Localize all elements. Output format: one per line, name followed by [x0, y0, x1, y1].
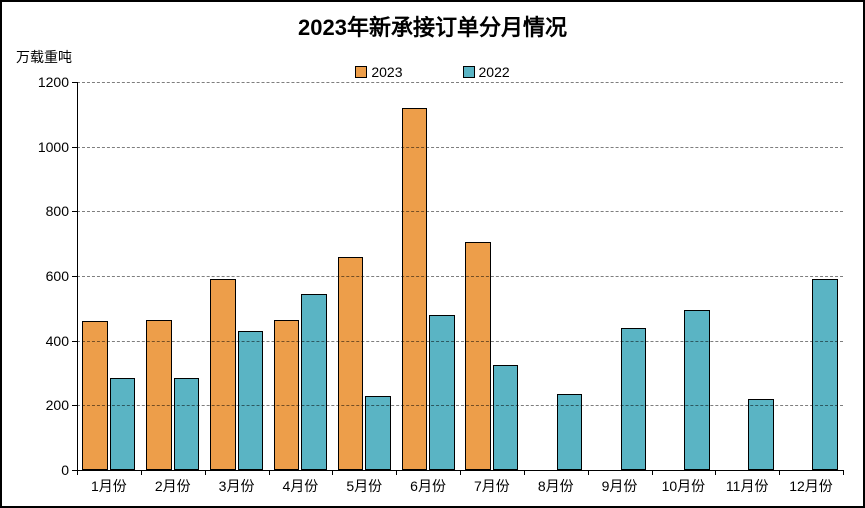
legend: 2023 2022	[2, 64, 863, 81]
bar-2023-2	[146, 320, 172, 470]
y-tick-mark	[72, 341, 77, 342]
x-tick-mark	[652, 470, 653, 475]
chart-container: 2023年新承接订单分月情况 万载重吨 20232022 1月份2月份3月份4月…	[0, 0, 865, 508]
y-tick-mark	[72, 82, 77, 83]
x-label: 3月份	[205, 476, 269, 496]
bar-2022-10	[684, 310, 710, 470]
x-label: 9月份	[588, 476, 652, 496]
gridline	[77, 405, 843, 406]
y-tick-mark	[72, 276, 77, 277]
legend-label: 2023	[371, 64, 402, 80]
chart-title: 2023年新承接订单分月情况	[2, 10, 863, 42]
x-tick-mark	[524, 470, 525, 475]
x-label: 7月份	[460, 476, 524, 496]
bar-2022-3	[238, 331, 264, 470]
y-tick-label: 0	[61, 462, 69, 478]
x-tick-mark	[779, 470, 780, 475]
x-tick-mark	[843, 470, 844, 475]
x-label: 4月份	[268, 476, 332, 496]
gridline	[77, 211, 843, 212]
x-tick-mark	[269, 470, 270, 475]
y-tick-label: 800	[46, 203, 69, 219]
bar-2022-6	[429, 315, 455, 470]
gridline	[77, 147, 843, 148]
bar-2022-5	[365, 396, 391, 470]
x-tick-mark	[460, 470, 461, 475]
gridline	[77, 276, 843, 277]
x-label: 8月份	[524, 476, 588, 496]
bar-2022-9	[621, 328, 647, 470]
x-tick-mark	[588, 470, 589, 475]
bar-2023-1	[82, 321, 108, 470]
legend-item-2023: 2023	[355, 64, 402, 80]
bar-2023-5	[338, 257, 364, 470]
bar-2022-2	[174, 378, 200, 470]
bar-2022-7	[493, 365, 519, 470]
x-tick-mark	[332, 470, 333, 475]
x-label: 1月份	[77, 476, 141, 496]
bar-2023-4	[274, 320, 300, 470]
x-tick-mark	[77, 470, 78, 475]
y-tick-label: 600	[46, 268, 69, 284]
y-tick-mark	[72, 211, 77, 212]
x-label: 12月份	[779, 476, 843, 496]
legend-swatch-icon	[355, 66, 367, 78]
legend-swatch-icon	[463, 66, 475, 78]
x-label: 11月份	[715, 476, 779, 496]
legend-label: 2022	[479, 64, 510, 80]
y-tick-label: 400	[46, 333, 69, 349]
x-tick-mark	[141, 470, 142, 475]
y-tick-mark	[72, 147, 77, 148]
x-label: 10月份	[651, 476, 715, 496]
plot-area: 1月份2月份3月份4月份5月份6月份7月份8月份9月份10月份11月份12月份 …	[77, 82, 843, 471]
bar-2022-12	[812, 279, 838, 470]
y-tick-label: 1000	[38, 139, 69, 155]
x-label: 2月份	[141, 476, 205, 496]
y-tick-label: 200	[46, 397, 69, 413]
x-tick-mark	[715, 470, 716, 475]
x-label: 5月份	[332, 476, 396, 496]
y-tick-mark	[72, 405, 77, 406]
bar-2023-3	[210, 279, 236, 470]
x-tick-mark	[396, 470, 397, 475]
x-tick-mark	[205, 470, 206, 475]
bar-2022-1	[110, 378, 136, 470]
bar-2023-6	[402, 108, 428, 470]
gridline	[77, 82, 843, 83]
legend-item-2022: 2022	[463, 64, 510, 80]
bar-2022-4	[301, 294, 327, 470]
bar-2022-11	[748, 399, 774, 470]
y-tick-label: 1200	[38, 74, 69, 90]
x-label: 6月份	[396, 476, 460, 496]
gridline	[77, 341, 843, 342]
